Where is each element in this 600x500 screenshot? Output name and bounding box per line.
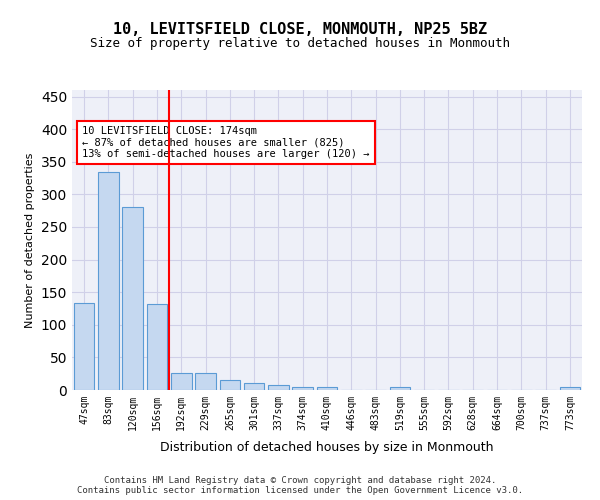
- Bar: [560, 388, 580, 390]
- Bar: [317, 388, 337, 390]
- Bar: [171, 373, 191, 390]
- Bar: [98, 172, 119, 390]
- Bar: [389, 388, 410, 390]
- Bar: [292, 386, 313, 390]
- Bar: [244, 383, 265, 390]
- Text: Contains HM Land Registry data © Crown copyright and database right 2024.
Contai: Contains HM Land Registry data © Crown c…: [77, 476, 523, 495]
- Bar: [74, 304, 94, 390]
- Y-axis label: Number of detached properties: Number of detached properties: [25, 152, 35, 328]
- Bar: [220, 380, 240, 390]
- Bar: [122, 206, 143, 390]
- Text: 10, LEVITSFIELD CLOSE, MONMOUTH, NP25 5BZ: 10, LEVITSFIELD CLOSE, MONMOUTH, NP25 5B…: [113, 22, 487, 38]
- Text: 10 LEVITSFIELD CLOSE: 174sqm
← 87% of detached houses are smaller (825)
13% of s: 10 LEVITSFIELD CLOSE: 174sqm ← 87% of de…: [82, 126, 370, 159]
- Bar: [268, 386, 289, 390]
- X-axis label: Distribution of detached houses by size in Monmouth: Distribution of detached houses by size …: [160, 441, 494, 454]
- Bar: [195, 373, 216, 390]
- Bar: [146, 304, 167, 390]
- Text: Size of property relative to detached houses in Monmouth: Size of property relative to detached ho…: [90, 38, 510, 51]
